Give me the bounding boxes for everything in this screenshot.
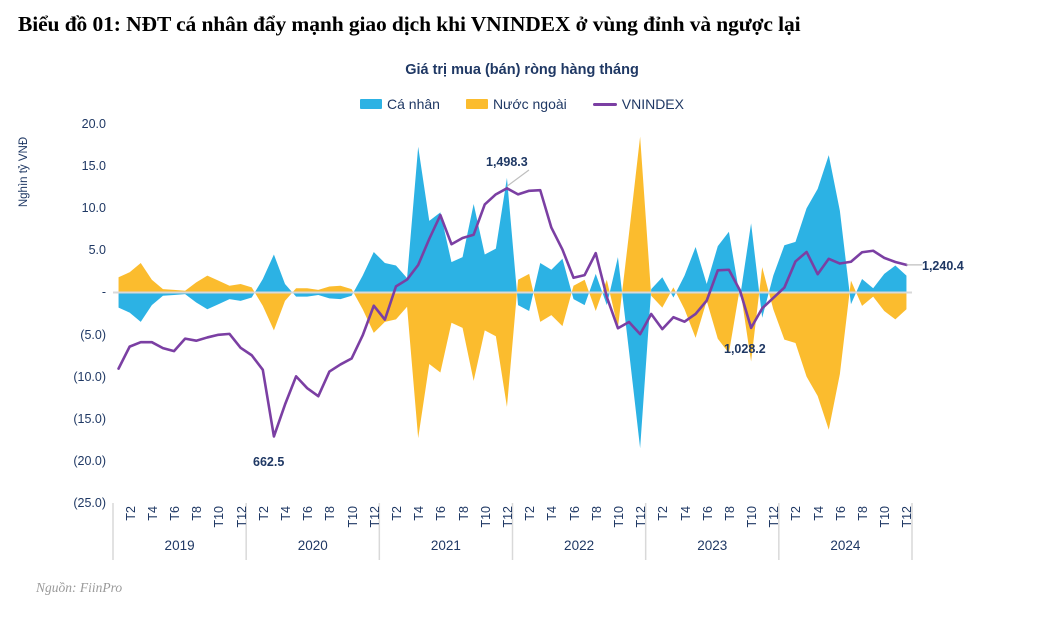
x-axis-month-tick: T4 bbox=[545, 506, 560, 521]
legend-swatch-foreign bbox=[465, 99, 488, 109]
y-axis-tick-label: (25.0) bbox=[73, 496, 106, 510]
y-axis-tick-label: 20.0 bbox=[81, 117, 106, 131]
legend-swatch-individual bbox=[360, 99, 382, 109]
line-vnindex bbox=[117, 187, 908, 438]
data-label-vnindex: 1,240.4 bbox=[922, 259, 964, 273]
y-axis-ticks: 20.0 15.0 10.0 5.0 - (5.0) (10.0) (15.0) (20.0) (… bbox=[36, 0, 106, 636]
x-axis-month-tick: T2 bbox=[389, 506, 404, 521]
x-axis-month-tick: T4 bbox=[412, 506, 427, 521]
x-axis-month-tick: T4 bbox=[145, 506, 160, 521]
x-axis-month-tick: T10 bbox=[878, 506, 893, 528]
x-axis-year-label: 2020 bbox=[297, 538, 328, 553]
x-axis-year-label: 2019 bbox=[164, 538, 195, 553]
data-label-vnindex: 662.5 bbox=[253, 455, 285, 469]
chart-legend: Cá nhân Nước ngoài VNINDEX bbox=[0, 96, 1044, 112]
legend-item-foreign[interactable]: Nước ngoài bbox=[465, 96, 567, 112]
area-individual-positive bbox=[118, 146, 907, 293]
legend-item-individual[interactable]: Cá nhân bbox=[360, 96, 440, 112]
x-axis-month-tick: T6 bbox=[301, 506, 316, 521]
legend-line-vnindex bbox=[592, 102, 617, 106]
x-axis-month-tick: T4 bbox=[678, 506, 693, 521]
chart-subtitle: Giá trị mua (bán) ròng hàng tháng bbox=[405, 62, 639, 78]
x-axis-month-tick: T12 bbox=[500, 506, 515, 528]
x-axis-month-tick: T10 bbox=[478, 506, 493, 528]
x-axis-month-tick: T4 bbox=[811, 506, 826, 521]
x-axis-month-tick: T2 bbox=[123, 506, 138, 521]
x-axis-month-tick: T6 bbox=[833, 506, 848, 521]
x-axis-month-tick: T2 bbox=[656, 506, 671, 521]
x-axis-month-tick: T10 bbox=[212, 506, 227, 528]
y-axis-tick-label: (5.0) bbox=[80, 327, 106, 342]
x-axis-month-tick: T4 bbox=[279, 506, 293, 521]
x-axis-month-tick: T8 bbox=[456, 506, 471, 521]
x-axis-month-tick: T12 bbox=[634, 506, 649, 528]
x-axis-month-tick: T12 bbox=[900, 506, 915, 528]
y-axis-tick-label: 15.0 bbox=[81, 159, 106, 174]
x-axis-month-tick: T2 bbox=[789, 506, 804, 521]
x-axis-year-label: 2024 bbox=[830, 538, 861, 553]
source-note: Nguồn: FiinPro bbox=[36, 580, 123, 595]
x-axis-month-tick: T6 bbox=[168, 506, 183, 521]
y-axis-tick-label: (20.0) bbox=[73, 453, 106, 468]
y-axis-tick-label: - bbox=[101, 285, 106, 300]
x-axis-month-tick: T6 bbox=[567, 506, 582, 521]
x-axis-month-tick: T6 bbox=[434, 506, 449, 521]
area-foreign-negative bbox=[254, 292, 907, 439]
x-axis-month-tick: T2 bbox=[256, 506, 271, 521]
y-axis-tick-label: (15.0) bbox=[73, 411, 106, 426]
x-axis-month-tick: T8 bbox=[323, 506, 338, 521]
y-axis-tick-label: (10.0) bbox=[73, 369, 106, 384]
y-axis-tick-label: 10.0 bbox=[81, 201, 106, 216]
data-label-vnindex: 1,028.2 bbox=[724, 342, 766, 356]
legend-item-vnindex[interactable]: VNINDEX bbox=[592, 96, 684, 112]
x-axis-month-tick: T8 bbox=[722, 506, 737, 521]
annotation-leader-line bbox=[506, 169, 530, 187]
legend-label-foreign: Nước ngoài bbox=[492, 96, 567, 112]
legend-label-vnindex: VNINDEX bbox=[621, 96, 684, 112]
x-axis-month-tick: T2 bbox=[523, 506, 538, 521]
x-axis-month-tick: T6 bbox=[700, 506, 715, 521]
x-axis-month-tick: T8 bbox=[856, 506, 871, 521]
page-title: Biểu đồ 01: NĐT cá nhân đẩy mạnh giao dị… bbox=[18, 12, 801, 36]
x-axis-month-tick: T12 bbox=[234, 506, 249, 528]
x-axis-month-tick: T10 bbox=[345, 506, 360, 528]
data-label-vnindex: 1,498.3 bbox=[486, 155, 528, 169]
legend-label-individual: Cá nhân bbox=[387, 96, 440, 112]
x-axis-year-label: 2023 bbox=[697, 538, 728, 553]
y-axis-tick-label: 5.0 bbox=[88, 243, 106, 258]
x-axis-year-label: 2021 bbox=[430, 538, 461, 553]
x-axis-month-tick: T12 bbox=[367, 506, 382, 528]
x-axis-year-label: 2022 bbox=[564, 538, 595, 553]
x-axis-month-tick: T10 bbox=[611, 506, 626, 528]
x-axis-month-tick: T12 bbox=[767, 506, 782, 528]
x-axis-month-tick: T10 bbox=[745, 506, 760, 528]
x-axis-month-tick: T8 bbox=[589, 506, 604, 521]
x-axis-month-tick: T8 bbox=[190, 506, 205, 521]
